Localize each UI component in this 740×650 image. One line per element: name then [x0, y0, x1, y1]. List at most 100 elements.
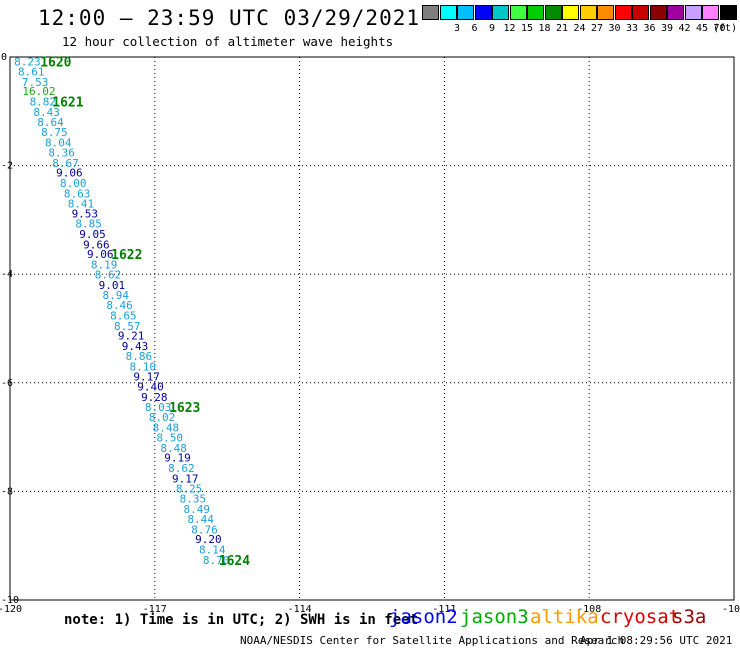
scale-label: 33: [625, 23, 639, 34]
swh-data-label: 8.49: [184, 503, 211, 516]
swh-data-label: 8.48: [160, 442, 187, 455]
swh-data-label: 8.04: [45, 136, 72, 149]
scale-swatch: [632, 5, 649, 20]
scale-swatch: [702, 5, 719, 20]
swh-data-label: 8.48: [153, 421, 180, 434]
swh-data-label: 9.06: [56, 167, 83, 180]
swh-data-label: 8.03: [145, 401, 172, 414]
y-tick-label: -4: [1, 269, 13, 280]
swh-data-label: 8.85: [75, 218, 102, 231]
swh-data-label: 8.35: [180, 492, 207, 505]
y-tick-label: -6: [1, 378, 13, 389]
swh-data-label: 8.64: [37, 116, 64, 129]
swh-data-label: 8.62: [95, 269, 122, 282]
swh-data-label: 8.19: [91, 258, 118, 271]
scale-swatch: [422, 5, 439, 20]
swh-data-label: 8.70: [203, 554, 230, 567]
scale-swatch: [562, 5, 579, 20]
swh-data-label: 8.00: [60, 177, 87, 190]
time-label: 1623: [169, 401, 200, 416]
scale-swatch: [667, 5, 684, 20]
scale-label: 27: [590, 23, 604, 34]
swh-data-label: 8.23: [14, 55, 41, 68]
swh-data-label: 8.25: [176, 483, 203, 496]
scale-swatch: [457, 5, 474, 20]
scale-swatch: [579, 5, 597, 20]
swh-data-label: 9.53: [72, 207, 99, 220]
scale-swatch: [474, 5, 492, 20]
swh-data-label: 7.53: [22, 76, 49, 89]
scale-swatch: [614, 5, 632, 20]
swh-data-label: 8.75: [41, 126, 68, 139]
swh-data-label: 8.10: [129, 361, 156, 374]
swh-data-label: 8.65: [110, 309, 137, 322]
swh-data-label: 8.57: [114, 320, 141, 333]
scale-label: 24: [573, 23, 586, 34]
swh-data-label: 8.46: [106, 299, 133, 312]
legend-jason2: jason2: [389, 606, 458, 628]
scale-label: 9: [488, 23, 496, 34]
swh-data-label: 8.61: [18, 66, 45, 79]
plot-frame: [9, 56, 735, 601]
chart-subtitle: 12 hour collection of altimeter wave hei…: [62, 34, 394, 49]
scale-label: 39: [660, 23, 674, 34]
y-tick-label: -10: [1, 595, 19, 606]
y-tick-label: 0: [1, 52, 7, 63]
swh-data-label: 8.62: [168, 462, 195, 475]
swh-data-label: 9.66: [83, 238, 110, 251]
swh-data-label: 9.17: [133, 370, 160, 383]
scale-swatch: [509, 5, 527, 20]
swh-data-label: 9.05: [79, 228, 106, 241]
scale-label: 45: [695, 23, 709, 34]
swh-data-label: 9.21: [118, 330, 145, 343]
swh-data-label: 8.44: [187, 513, 214, 526]
time-label: 1620: [40, 55, 71, 70]
scale-label: 36: [643, 23, 656, 34]
x-tick-label: -108: [577, 604, 601, 615]
swh-data-label: 9.06: [87, 248, 114, 261]
scale-swatch: [684, 5, 702, 20]
swh-data-label: 9.01: [99, 279, 126, 292]
scale-label: 6: [471, 23, 478, 34]
x-tick-label: -105: [722, 604, 740, 615]
y-tick-label: -8: [1, 486, 13, 497]
swh-data-label: 8.50: [157, 432, 184, 445]
swh-data-label: 8.43: [33, 106, 60, 119]
footer-note: note: 1) Time is in UTC; 2) SWH is in fe…: [64, 612, 419, 628]
scale-label: 70: [713, 23, 726, 34]
swh-data-label: 8.86: [126, 350, 153, 363]
scale-swatch: [492, 5, 509, 20]
legend-jason3: jason3: [460, 606, 529, 628]
scale-label: 18: [538, 23, 551, 34]
scale-label: 12: [503, 23, 516, 34]
time-label: 1622: [111, 248, 142, 263]
time-label: 1624: [219, 554, 250, 569]
swh-data-label: 8.36: [48, 147, 75, 160]
swh-data-label: 8.82: [30, 96, 57, 109]
swh-data-label: 8.41: [68, 198, 95, 211]
swh-data-label: 16.02: [22, 85, 55, 98]
swh-data-label: 8.02: [149, 411, 176, 424]
legend-altika: altika: [530, 606, 599, 628]
scale-swatch: [597, 5, 614, 20]
scale-unit: (ft): [713, 23, 738, 34]
x-tick-label: -120: [0, 604, 22, 615]
generated-timestamp: Apr 1 08:29:56 UTC 2021: [580, 634, 733, 647]
swh-data-label: 9.19: [164, 452, 191, 465]
swh-data-label: 9.28: [141, 391, 168, 404]
scale-swatch: [649, 5, 667, 20]
credit-line: NOAA/NESDIS Center for Satellite Applica…: [240, 634, 625, 647]
swh-data-label: 8.63: [64, 187, 91, 200]
chart-title: 12:00 – 23:59 UTC 03/29/2021: [38, 6, 421, 30]
scale-swatch: [527, 5, 544, 20]
swh-data-label: 9.17: [172, 472, 199, 485]
swh-data-label: 9.43: [122, 340, 149, 353]
swh-data-label: 9.40: [137, 381, 164, 394]
legend-cryosat: cryosat: [600, 606, 681, 628]
swh-data-label: 8.94: [102, 289, 129, 302]
x-tick-label: -117: [143, 604, 167, 615]
x-tick-label: -111: [432, 604, 456, 615]
scale-label: 42: [678, 23, 691, 34]
scale-swatch: [544, 5, 562, 20]
